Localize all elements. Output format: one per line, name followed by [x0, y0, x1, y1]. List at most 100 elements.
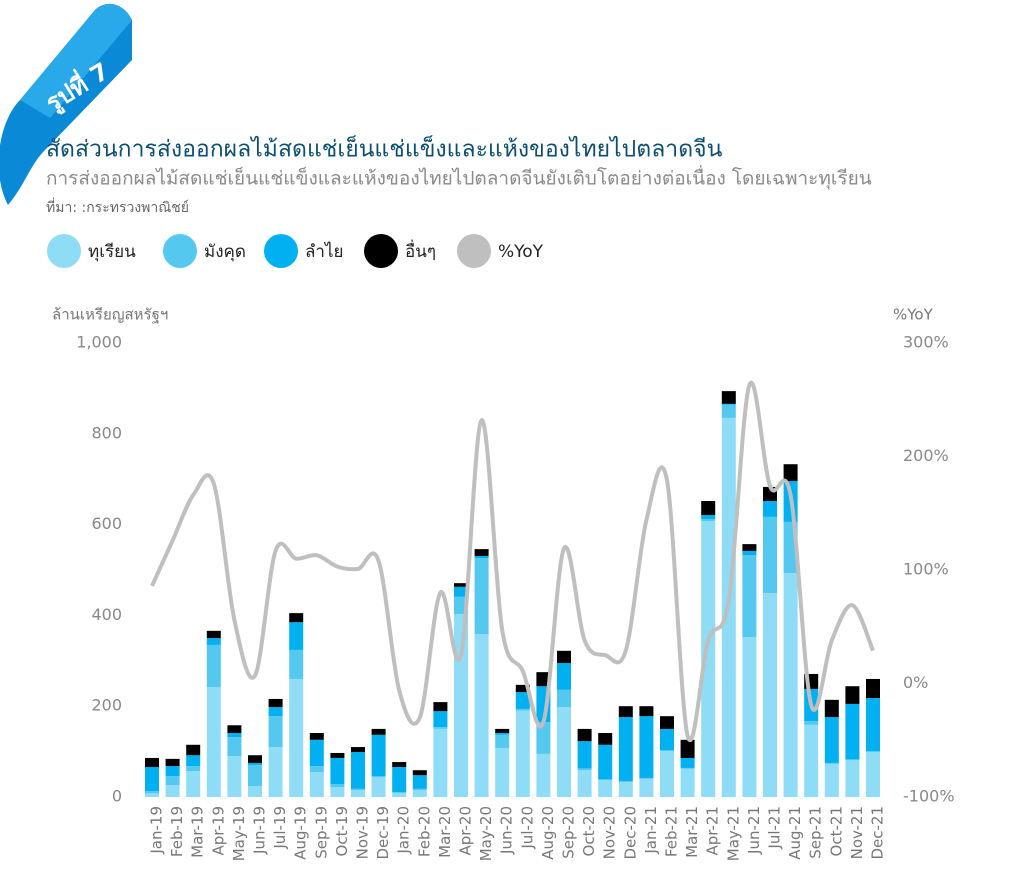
x-tick-label: Dec-19 [374, 806, 392, 860]
bar-segment [206, 630, 221, 639]
bar-segment [515, 684, 530, 693]
bar-segment [618, 717, 633, 782]
bar-segment [145, 791, 159, 794]
legend-label: %YoY [498, 242, 544, 262]
bar-segment [557, 707, 571, 797]
bar-segment [824, 762, 839, 764]
bar-segment [495, 728, 510, 733]
x-tick-label: Apr-19 [209, 806, 227, 856]
source-note: ที่มา: :กระทรวงพาณิชย์ [46, 198, 189, 216]
bar-segment [227, 725, 242, 733]
y-tick-label: 400 [91, 605, 122, 624]
x-tick-label: Jun-21 [745, 806, 763, 855]
bar-segment [433, 702, 448, 712]
bar-segment [721, 391, 736, 404]
bar-segment [577, 728, 592, 742]
bar-segment [433, 727, 448, 729]
bar-segment [330, 787, 345, 797]
bar-segment [268, 747, 283, 797]
y-tick-label: 200 [91, 696, 122, 715]
bar-segment [536, 722, 551, 754]
legend-swatch [163, 234, 197, 268]
bar-segment [330, 752, 345, 758]
bar-segment [824, 717, 839, 763]
x-tick-label: Dec-20 [621, 806, 639, 860]
bar-segment [392, 792, 407, 797]
bar-segment [866, 751, 880, 753]
bar-segment [557, 650, 571, 664]
bar-segment [701, 520, 716, 797]
x-tick-label: May-19 [230, 806, 248, 861]
x-tick-label: Apr-21 [704, 806, 722, 856]
legend-swatch [264, 234, 298, 268]
x-tick-label: Aug-19 [292, 806, 310, 860]
bar-segment [660, 728, 674, 751]
bar-segment [495, 747, 510, 797]
y-tick-label: 1,000 [76, 333, 122, 352]
bar-segment [165, 766, 180, 777]
bar-segment [392, 762, 407, 768]
legend-label: ลำไย [305, 241, 343, 262]
bar-segment [804, 724, 819, 797]
y2-tick-label: 100% [903, 560, 949, 579]
bar-segment [721, 403, 736, 405]
y2-tick-label: 300% [903, 333, 949, 352]
bar-segment [845, 686, 860, 704]
x-tick-label: Feb-19 [168, 806, 186, 857]
y-tick-label: 600 [91, 514, 122, 533]
x-tick-label: Mar-19 [189, 806, 207, 858]
y-axis-label: ล้านเหรียญสหรัฐฯ [52, 306, 168, 324]
bar-segment [660, 751, 674, 797]
bar-segment [248, 765, 262, 787]
bar-segment [392, 767, 407, 793]
legend-label: มังคุด [204, 242, 246, 262]
x-tick-label: Apr-20 [457, 806, 475, 856]
legend-swatch [457, 234, 491, 268]
bar-segment [866, 698, 880, 752]
bar-segment [598, 779, 613, 781]
bar-segment [206, 638, 221, 645]
bar-segment [186, 755, 201, 767]
bar-segment [412, 770, 427, 776]
y2-tick-label: 200% [903, 446, 949, 465]
bar-segment [701, 515, 716, 520]
bar-segment [145, 793, 159, 797]
bar-segment [680, 768, 695, 797]
bar-segment [660, 750, 674, 752]
bar-segment [763, 500, 777, 517]
x-tick-label: Jan-19 [148, 806, 166, 855]
x-tick-label: Oct-19 [333, 806, 351, 856]
bar-segment [474, 555, 489, 559]
bar-segment [701, 519, 716, 521]
bar-segment [289, 613, 304, 623]
bar-segment [866, 752, 880, 797]
bar-segment [639, 778, 654, 797]
bar-segment [639, 716, 654, 778]
bar-segment [268, 698, 283, 708]
x-tick-label: Mar-21 [683, 806, 701, 858]
bar-segment [165, 758, 180, 767]
bar-segment [824, 763, 839, 797]
bar-segment [680, 767, 695, 769]
bar-segment [495, 734, 510, 748]
bar-segment [309, 772, 324, 797]
bar-segment [598, 732, 613, 745]
x-tick-label: Sep-19 [312, 806, 330, 859]
bar-segment [186, 766, 201, 772]
x-tick-label: Mar-20 [436, 806, 454, 858]
bar-segment [248, 755, 262, 763]
y2-tick-label: 0% [903, 673, 928, 692]
bar-segment [639, 777, 654, 779]
x-tick-label: Nov-21 [848, 806, 866, 859]
bar-segment [227, 732, 242, 738]
bar-segment [454, 583, 468, 587]
bar-segment [577, 741, 592, 769]
x-tick-label: Nov-19 [354, 806, 372, 859]
x-tick-label: Oct-21 [827, 806, 845, 856]
bar-segment [371, 777, 386, 797]
bar-segment [845, 760, 860, 797]
yoy-line [150, 380, 875, 742]
bar-segment [268, 716, 283, 748]
bar-segment [330, 784, 345, 788]
bar-segment [763, 516, 777, 594]
